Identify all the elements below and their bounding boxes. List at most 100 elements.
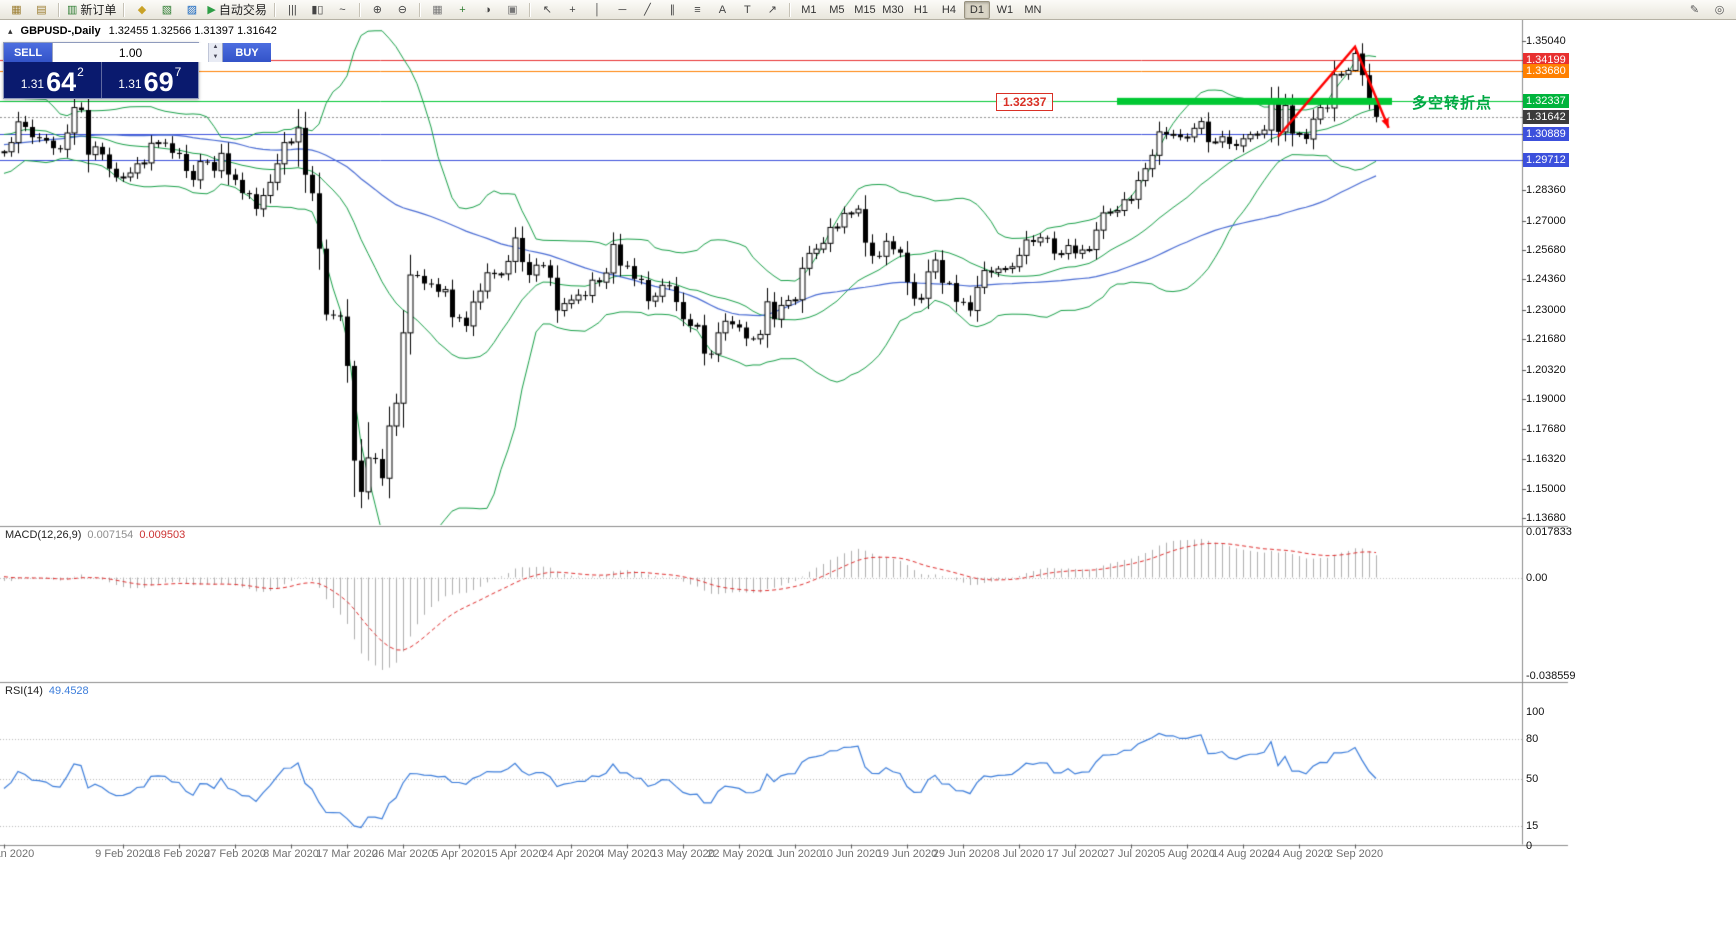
toolbar-separator: [528, 2, 531, 17]
date-label: 8 Mar 2020: [263, 848, 319, 860]
one-click-collapse-icon[interactable]: ▴: [8, 25, 13, 36]
new-order-icon[interactable]: ▥ 新订单: [64, 1, 119, 19]
zoom-out-icon: ⊖: [397, 3, 408, 16]
timeframe-m15-button[interactable]: M15: [854, 3, 876, 16]
templates-icon[interactable]: ▣: [500, 1, 525, 19]
price-axis-tag: 1.31642: [1523, 109, 1569, 124]
timeframe-h4-button[interactable]: H4: [941, 3, 956, 16]
sell-price-pips: 64: [46, 67, 77, 97]
timeframe-d1-button[interactable]: D1: [963, 0, 990, 19]
bar-chart-mode-icon[interactable]: |||: [280, 1, 305, 19]
candlestick-mode-icon: ▮▯: [311, 3, 324, 16]
toolbar-separator: [358, 2, 361, 17]
macd-name: MACD(12,26,9): [5, 529, 82, 541]
price-axis-label: 1.13680: [1526, 511, 1566, 524]
price-axis-tag: 1.34199: [1523, 52, 1569, 67]
lot-increase-button[interactable]: ▲: [209, 43, 222, 53]
vertical-line-icon[interactable]: │: [585, 1, 610, 19]
zoom-in-icon[interactable]: ⊕: [365, 1, 390, 19]
macd-main-value: 0.007154: [87, 529, 134, 541]
date-label: 5 Aug 2020: [1159, 848, 1215, 860]
date-label: 9 Feb 2020: [95, 848, 151, 860]
chart-window: ▴ GBPUSD-,Daily 1.32455 1.32566 1.31397 …: [0, 20, 1736, 942]
candlestick-mode-icon[interactable]: ▮▯: [305, 1, 330, 19]
buy-price[interactable]: 1.31 69 7: [100, 62, 199, 98]
arrows-icon: ↗: [767, 3, 778, 16]
rsi-axis-label: 15: [1526, 819, 1539, 832]
channel-icon[interactable]: ∥: [660, 1, 685, 19]
macd-signal-value: 0.009503: [139, 529, 186, 541]
timeframe-w1-button[interactable]: W1: [996, 3, 1014, 16]
chart-canvas[interactable]: [0, 20, 1736, 942]
toolbar: ▦ ▤ ▥ 新订单 ◆ ▧ ▨ ▶ 自动交易 ||| ▮▯ ~ ⊕ ⊖ ▦ + ◑ ▣ ↖ + │ ─ ╱ ∥ ≡ A T ↗ M1 M5…: [0, 0, 1736, 20]
grid-icon: ▦: [432, 3, 443, 16]
chart-profiles-icon[interactable]: ▤: [29, 1, 54, 19]
timeframe-m5-button[interactable]: M5: [829, 3, 845, 16]
buy-button[interactable]: BUY: [223, 43, 271, 62]
fibonacci-icon[interactable]: ≡: [685, 1, 710, 19]
date-label: 27 Feb 2020: [204, 848, 266, 860]
ohlc-values: 1.32455 1.32566 1.31397 1.31642: [108, 25, 277, 37]
price-axis-label: 1.23000: [1526, 303, 1566, 316]
line-chart-mode-icon[interactable]: ~: [330, 1, 355, 19]
rsi-axis-label: 50: [1526, 773, 1539, 785]
price-axis-label: 1.21680: [1526, 333, 1566, 346]
macd-axis-label: 0.017833: [1526, 525, 1572, 538]
arrows-icon[interactable]: ↗: [760, 1, 785, 19]
rsi-name: RSI(14): [5, 685, 43, 697]
market-watch-icon[interactable]: ◆: [129, 1, 154, 19]
cursor-icon[interactable]: ↖: [535, 1, 560, 19]
toolbar-separator: [273, 2, 276, 17]
auto-trading-icon[interactable]: ▶ 自动交易: [204, 1, 269, 19]
date-label: 15 Apr 2020: [485, 848, 545, 860]
toolbar-separator: [418, 2, 421, 17]
price-axis-tag: 1.29712: [1523, 152, 1569, 167]
date-label: 13 May 2020: [651, 848, 715, 860]
cursor-icon: ↖: [542, 3, 553, 16]
text-label-icon[interactable]: T: [735, 1, 760, 19]
trendline-icon[interactable]: ╱: [635, 1, 660, 19]
sell-price[interactable]: 1.31 64 2: [4, 62, 101, 98]
text-icon[interactable]: A: [710, 1, 735, 19]
lot-size-input[interactable]: [53, 43, 208, 62]
crosshair-icon[interactable]: +: [560, 1, 585, 19]
new-chart-icon[interactable]: ▦: [4, 1, 29, 19]
trendline-icon: ╱: [644, 3, 651, 16]
fibonacci-icon: ≡: [694, 3, 701, 16]
target-icon[interactable]: ◎: [1707, 1, 1732, 19]
price-axis-label: 1.28360: [1526, 184, 1566, 197]
indicators-icon[interactable]: +: [450, 1, 475, 19]
date-label: 26 Mar 2020: [372, 848, 434, 860]
channel-icon: ∥: [669, 3, 676, 16]
timeframe-h1-button[interactable]: H1: [913, 3, 928, 16]
bar-chart-mode-icon: |||: [288, 3, 297, 16]
zone-annotation-text[interactable]: 多空转折点: [1412, 95, 1493, 112]
date-label: 10 Jun 2020: [820, 848, 882, 860]
lot-decrease-button[interactable]: ▼: [209, 52, 222, 62]
date-label: 20 Jan 2020: [0, 848, 35, 860]
navigator-icon[interactable]: ▧: [154, 1, 179, 19]
horizontal-line-icon[interactable]: ─: [610, 1, 635, 19]
grid-icon[interactable]: ▦: [425, 1, 450, 19]
terminal-icon[interactable]: ▨: [179, 1, 204, 19]
date-label: 24 Apr 2020: [541, 848, 601, 860]
pencil-icon[interactable]: ✎: [1682, 1, 1707, 19]
date-label: 22 May 2020: [707, 848, 771, 860]
price-axis-tag: 1.32337: [1523, 94, 1569, 109]
periods-icon[interactable]: ◑: [475, 1, 500, 19]
price-level-label[interactable]: 1.32337: [996, 93, 1054, 111]
date-label: 17 Mar 2020: [316, 848, 378, 860]
date-label: 8 Jul 2020: [993, 848, 1045, 860]
trade-panel-prices: 1.31 64 2 1.31 69 7: [4, 62, 198, 98]
toolbar-separator: [123, 2, 126, 17]
sell-button[interactable]: SELL: [4, 43, 52, 62]
timeframe-mn-button[interactable]: MN: [1024, 3, 1042, 16]
timeframe-m30-button[interactable]: M30: [882, 3, 904, 16]
navigator-icon: ▧: [161, 3, 173, 16]
zoom-out-icon[interactable]: ⊖: [390, 1, 415, 19]
timeframe-m1-button[interactable]: M1: [801, 3, 817, 16]
toolbar-separator: [788, 2, 791, 17]
price-axis-label: 1.20320: [1526, 363, 1566, 376]
date-label: 29 Jun 2020: [932, 848, 994, 860]
